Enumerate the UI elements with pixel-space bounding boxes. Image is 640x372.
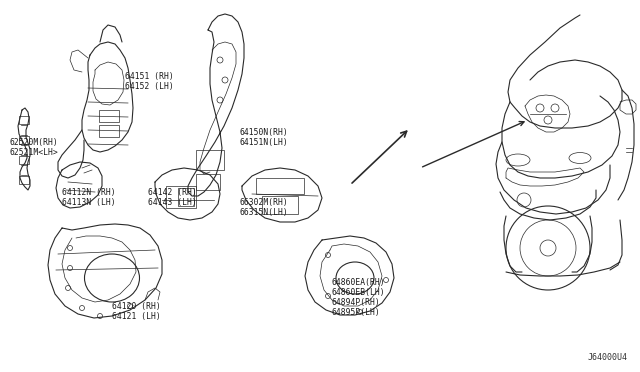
Bar xyxy=(19,116,29,124)
Bar xyxy=(19,176,29,184)
Text: 62520M(RH): 62520M(RH) xyxy=(10,138,59,147)
Text: 64120 (RH): 64120 (RH) xyxy=(112,302,161,311)
Bar xyxy=(19,136,29,144)
Text: 64860EB(LH): 64860EB(LH) xyxy=(332,288,386,297)
Bar xyxy=(196,150,224,170)
Text: 64152 (LH): 64152 (LH) xyxy=(125,82,173,91)
Bar xyxy=(196,174,220,190)
Text: 64121 (LH): 64121 (LH) xyxy=(112,312,161,321)
Text: 64113N (LH): 64113N (LH) xyxy=(62,198,116,207)
Text: J64000U4: J64000U4 xyxy=(588,353,628,362)
Text: 64112N (RH): 64112N (RH) xyxy=(62,188,116,197)
Bar xyxy=(166,186,196,208)
Bar xyxy=(178,188,194,206)
Text: 66315N(LH): 66315N(LH) xyxy=(240,208,289,217)
Bar xyxy=(262,196,298,214)
Text: 64860EA(RH): 64860EA(RH) xyxy=(332,278,386,287)
Text: 64894P(RH): 64894P(RH) xyxy=(332,298,381,307)
Bar xyxy=(99,110,119,122)
Text: 64895P(LH): 64895P(LH) xyxy=(332,308,381,317)
Text: 64151N(LH): 64151N(LH) xyxy=(240,138,289,147)
Text: 66302M(RH): 66302M(RH) xyxy=(240,198,289,207)
Text: 64150N(RH): 64150N(RH) xyxy=(240,128,289,137)
Text: 64143 (LH): 64143 (LH) xyxy=(148,198,196,207)
Text: 64151 (RH): 64151 (RH) xyxy=(125,72,173,81)
Text: 64142 (RH): 64142 (RH) xyxy=(148,188,196,197)
Bar xyxy=(99,125,119,137)
Bar xyxy=(19,156,29,164)
Text: 62521M<LH>: 62521M<LH> xyxy=(10,148,59,157)
Bar xyxy=(256,178,304,194)
